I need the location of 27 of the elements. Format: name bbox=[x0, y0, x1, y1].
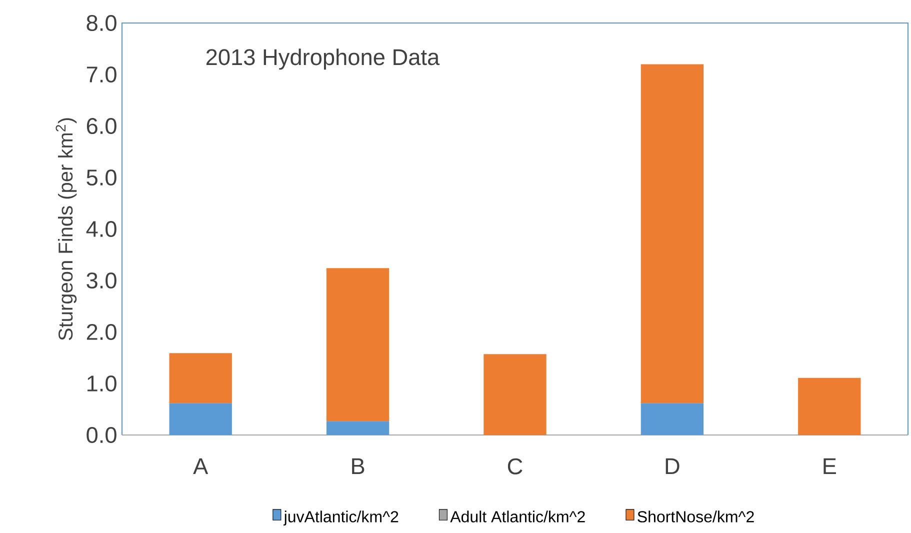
y-tick-label: 6.0 bbox=[86, 118, 116, 134]
bar bbox=[640, 403, 704, 435]
bar bbox=[326, 268, 390, 422]
y-tick-label: 4.0 bbox=[86, 220, 116, 238]
y-axis-title: Sturgeon Finds (per km$^{2}$) bbox=[56, 118, 77, 340]
legend-label: Adult Atlantic/km^2 bbox=[450, 510, 585, 522]
y-tick-label: 0.0 bbox=[86, 426, 116, 444]
y-tick-label: 5.0 bbox=[86, 169, 116, 186]
legend-label: ShortNose/km^2 bbox=[638, 510, 754, 522]
bar bbox=[484, 354, 546, 435]
x-tick-label: E bbox=[824, 458, 836, 474]
y-tick-label: 3.0 bbox=[86, 272, 116, 289]
y-tick-label: 8.0 bbox=[86, 14, 116, 32]
legend-label: juvAtlantic/km^2 bbox=[283, 510, 398, 526]
bar bbox=[640, 64, 704, 404]
x-tick-label: B bbox=[352, 458, 364, 474]
y-tick-label: 7.0 bbox=[86, 66, 116, 83]
x-tick-label: A bbox=[193, 458, 208, 474]
bar bbox=[326, 421, 390, 435]
bar bbox=[169, 353, 232, 404]
x-tick-label: C bbox=[508, 458, 522, 474]
y-tick-label: 1.0 bbox=[88, 375, 116, 392]
bar bbox=[798, 378, 861, 435]
y-tick-label: 2.0 bbox=[86, 324, 116, 340]
bar bbox=[169, 403, 232, 435]
text: 2013 Hydrophone Data bbox=[206, 48, 440, 70]
x-tick-label: D bbox=[666, 458, 680, 474]
